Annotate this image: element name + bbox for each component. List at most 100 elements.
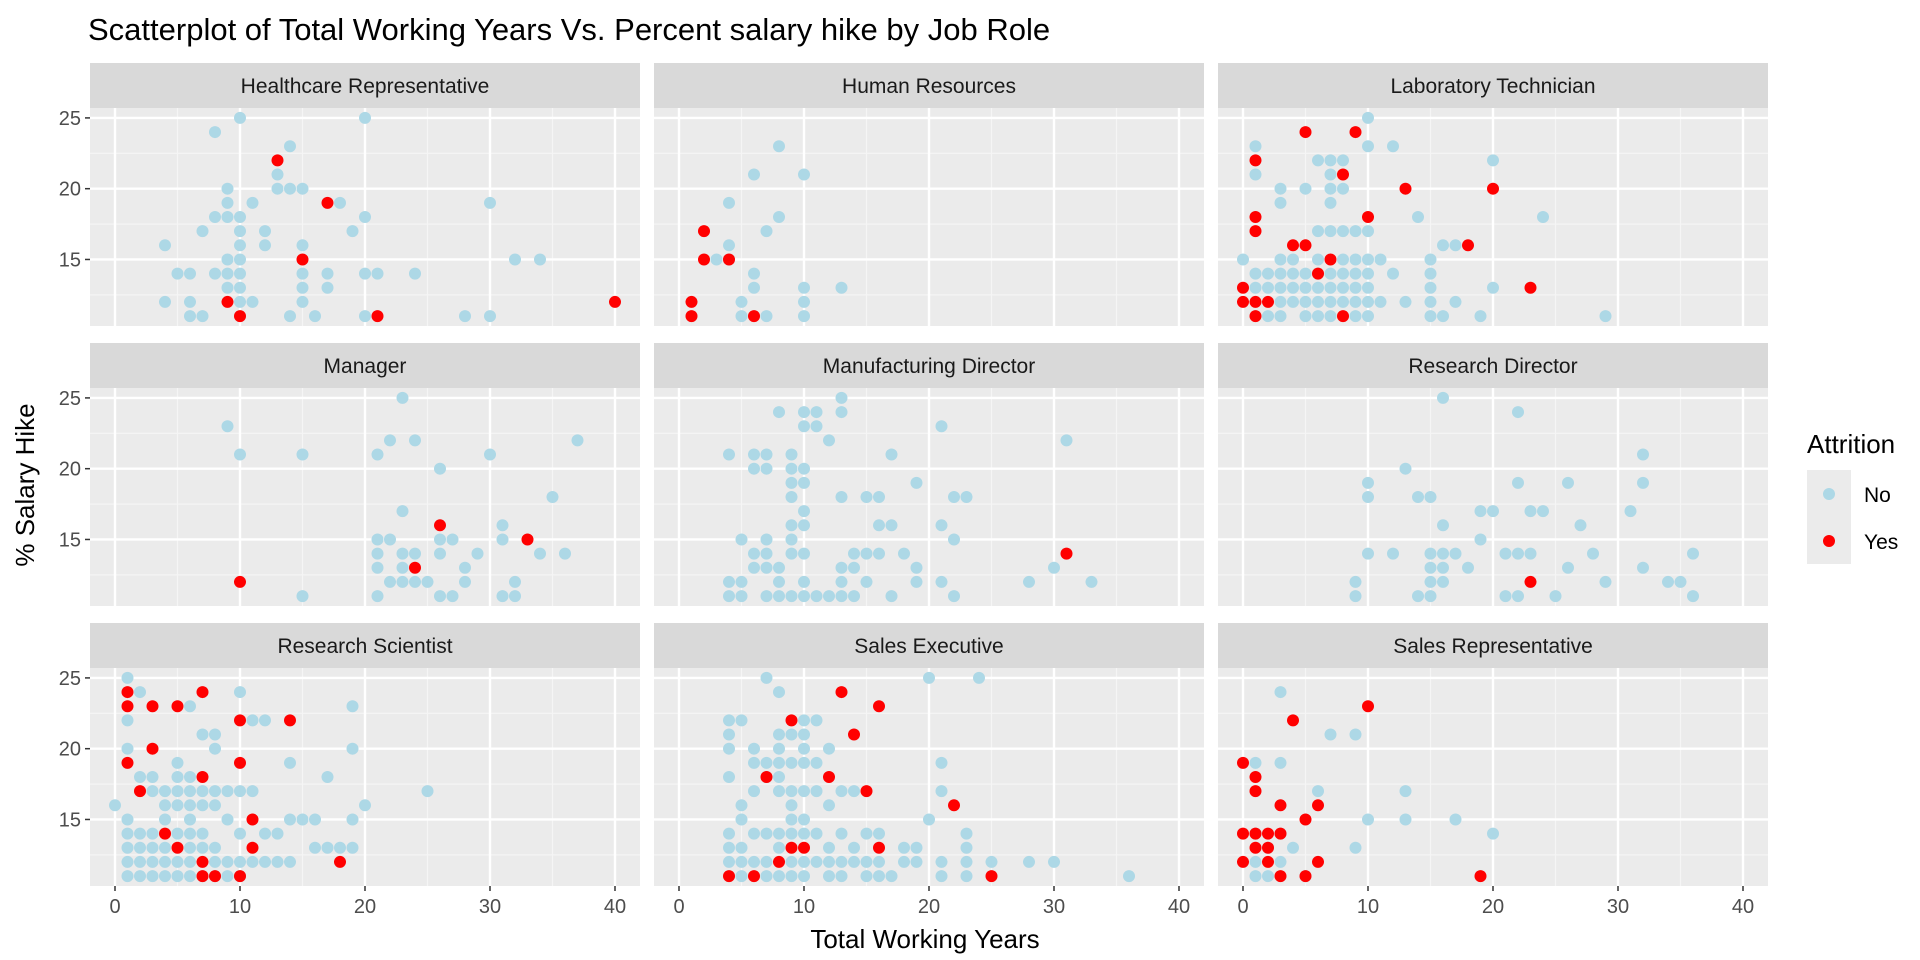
data-point-no (1337, 267, 1349, 280)
data-point-yes (221, 295, 234, 308)
data-point-no (785, 519, 798, 532)
data-point-no (171, 785, 184, 798)
data-point-no (785, 799, 798, 812)
data-point-no (873, 547, 885, 560)
data-point-no (159, 870, 171, 883)
data-point-no (1085, 575, 1098, 588)
data-point-no (234, 295, 246, 308)
data-point-yes (698, 225, 710, 238)
data-point-no (1512, 590, 1524, 603)
data-point-no (898, 855, 910, 868)
data-point-no (723, 855, 735, 868)
data-point-no (1624, 505, 1637, 518)
data-point-no (748, 281, 760, 294)
data-point-no (1299, 182, 1312, 195)
data-point-no (159, 799, 171, 812)
data-point-yes (609, 295, 621, 308)
data-point-no (296, 813, 309, 826)
data-point-no (346, 742, 359, 755)
data-point-no (184, 267, 196, 280)
data-point-no (171, 855, 184, 868)
facet-panel: Sales Representative 0 10 20 30 40 (1218, 623, 1768, 918)
data-point-no (1474, 310, 1487, 323)
data-point-no (371, 590, 384, 603)
data-point-no (1537, 505, 1549, 518)
data-point-no (923, 813, 935, 826)
data-point-no (296, 267, 309, 280)
data-point-no (1287, 841, 1299, 854)
data-point-no (296, 295, 309, 308)
data-point-no (723, 827, 735, 840)
data-point-yes (1249, 295, 1262, 308)
data-point-no (171, 827, 184, 840)
data-point-no (134, 686, 146, 699)
data-point-no (835, 785, 848, 798)
data-point-no (860, 827, 873, 840)
data-point-yes (785, 714, 798, 727)
data-point-no (1324, 182, 1337, 195)
data-point-no (835, 855, 848, 868)
x-tick-label: 10 (1357, 896, 1379, 918)
data-point-no (1274, 267, 1287, 280)
data-point-yes (1249, 827, 1262, 840)
data-point-yes (873, 841, 885, 854)
data-point-no (246, 855, 259, 868)
data-point-no (271, 827, 284, 840)
x-tick-label: 20 (1482, 896, 1504, 918)
facet-panel: Laboratory Technician (1218, 63, 1768, 326)
data-point-no (184, 813, 196, 826)
data-point-no (259, 714, 271, 727)
data-point-no (810, 855, 823, 868)
data-point-no (184, 700, 196, 713)
data-point-yes (271, 154, 284, 167)
data-point-yes (434, 519, 446, 532)
data-point-no (835, 575, 848, 588)
data-point-no (1262, 310, 1274, 323)
data-point-no (1437, 310, 1449, 323)
data-point-no (735, 310, 748, 323)
data-point-no (284, 140, 296, 153)
data-point-no (234, 785, 246, 798)
data-point-no (960, 855, 973, 868)
data-point-no (973, 671, 985, 684)
chart-title: Scatterplot of Total Working Years Vs. P… (88, 12, 1050, 47)
data-point-no (748, 855, 760, 868)
data-point-no (284, 182, 296, 195)
data-point-no (1299, 267, 1312, 280)
data-point-no (860, 870, 873, 883)
data-point-no (1437, 575, 1449, 588)
data-point-no (723, 575, 735, 588)
data-point-no (810, 714, 823, 727)
data-point-yes (1312, 855, 1324, 868)
data-point-no (1437, 547, 1449, 560)
data-point-no (196, 799, 209, 812)
data-point-no (146, 870, 159, 883)
data-point-no (184, 310, 196, 323)
data-point-no (496, 590, 509, 603)
data-point-no (798, 575, 810, 588)
data-point-yes (196, 870, 209, 883)
data-point-no (1524, 547, 1537, 560)
data-point-no (334, 841, 346, 854)
data-point-no (209, 211, 221, 223)
data-point-no (910, 476, 923, 489)
facet-strip-label: Laboratory Technician (1390, 75, 1595, 98)
data-point-no (773, 728, 785, 741)
data-point-no (860, 491, 873, 503)
facet-panel: Sales Executive 0 10 20 30 40 (654, 623, 1204, 918)
data-point-no (171, 870, 184, 883)
data-point-no (748, 785, 760, 798)
data-point-yes (860, 785, 873, 798)
data-point-no (134, 827, 146, 840)
data-point-no (935, 519, 948, 532)
data-point-no (773, 590, 785, 603)
data-point-no (910, 575, 923, 588)
data-point-no (109, 799, 121, 812)
data-point-no (221, 420, 234, 433)
data-point-no (798, 406, 810, 419)
data-point-no (1274, 686, 1287, 699)
data-point-no (209, 126, 221, 139)
data-point-no (1512, 406, 1524, 419)
data-point-no (810, 827, 823, 840)
